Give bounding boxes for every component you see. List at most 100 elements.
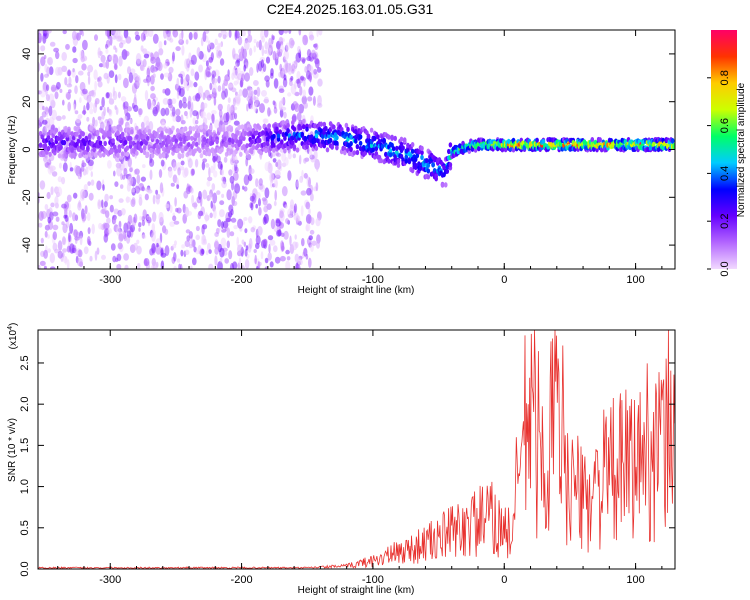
heatmap-ridge-cell xyxy=(420,145,424,151)
heatmap-noise-cell xyxy=(105,30,110,37)
heatmap-noise-cell xyxy=(126,183,131,192)
heatmap-noise-cell xyxy=(291,63,296,72)
heatmap-ridge-cell xyxy=(101,152,106,158)
heatmap-noise-cell xyxy=(243,186,248,192)
heatmap-ridge-cell xyxy=(228,137,232,143)
heatmap-noise-cell xyxy=(278,30,284,36)
heatmap-noise-cell xyxy=(81,213,87,222)
heatmap-ridge-cell xyxy=(94,152,98,158)
heatmap-noise-cell xyxy=(259,103,265,114)
heatmap-ridge-cell xyxy=(67,128,71,134)
heatmap-noise-cell xyxy=(133,242,138,251)
heatmap-ridge-cell xyxy=(391,146,396,152)
heatmap-noise-cell xyxy=(88,192,94,201)
heatmap-noise-cell xyxy=(264,49,268,55)
heatmap-ridge-cell xyxy=(404,158,409,164)
heatmap-noise-cell xyxy=(180,160,185,166)
heatmap-noise-cell xyxy=(97,50,104,56)
heatmap-noise-cell xyxy=(116,35,122,42)
heatmap-ridge-cell xyxy=(243,130,248,136)
heatmap-noise-cell xyxy=(105,92,110,99)
heatmap-noise-cell xyxy=(261,90,267,97)
heatmap-noise-cell xyxy=(213,96,217,106)
heatmap-noise-cell xyxy=(241,30,246,37)
heatmap-ridge-cell xyxy=(281,120,286,126)
heatmap-noise-cell xyxy=(264,161,270,172)
heatmap-noise-cell xyxy=(288,30,292,34)
heatmap-noise-cell xyxy=(260,59,264,68)
heatmap-ridge-cell xyxy=(92,147,96,153)
heatmap-noise-cell xyxy=(114,64,118,70)
heatmap-noise-cell xyxy=(261,45,265,57)
heatmap-noise-cell xyxy=(308,216,311,225)
heatmap-noise-cell xyxy=(72,46,77,53)
heatmap-ridge-cell xyxy=(95,129,100,135)
heatmap-noise-cell xyxy=(208,57,214,63)
heatmap-noise-cell xyxy=(152,106,158,117)
heatmap-noise-cell xyxy=(310,217,315,226)
heatmap-noise-cell xyxy=(273,78,279,89)
heatmap-noise-cell xyxy=(287,152,292,160)
heatmap-noise-cell xyxy=(42,119,48,125)
heatmap-noise-cell xyxy=(57,240,63,251)
heatmap-noise-cell xyxy=(309,229,315,235)
heatmap-noise-cell xyxy=(233,225,238,230)
heatmap-noise-cell xyxy=(179,263,183,269)
heatmap-noise-cell xyxy=(151,231,156,242)
heatmap-noise-cell xyxy=(243,174,250,186)
heatmap-ridge-cell xyxy=(262,141,267,147)
heatmap-noise-cell xyxy=(97,199,102,210)
heatmap-noise-cell xyxy=(250,227,256,233)
heatmap-noise-cell xyxy=(287,92,292,97)
heatmap-noise-cell xyxy=(264,41,269,50)
heatmap-noise-cell xyxy=(176,258,181,263)
heatmap-noise-cell xyxy=(229,231,235,237)
heatmap-noise-cell xyxy=(38,264,41,269)
heatmap-noise-cell xyxy=(255,203,258,209)
heatmap-ridge-cell xyxy=(275,126,279,132)
heatmap-ridge-cell xyxy=(84,153,89,159)
heatmap-noise-cell xyxy=(97,116,102,121)
heatmap-ridge-cell xyxy=(402,137,407,143)
heatmap-noise-cell xyxy=(244,72,251,82)
heatmap-ridge-cell xyxy=(202,149,207,155)
heatmap-ridge-cell xyxy=(257,137,262,144)
heatmap-noise-cell xyxy=(62,162,68,173)
heatmap-noise-cell xyxy=(40,45,46,52)
heatmap-noise-cell xyxy=(220,30,227,36)
heatmap-noise-cell xyxy=(233,112,238,120)
heatmap-noise-cell xyxy=(81,191,85,200)
heatmap-ridge-cell xyxy=(344,131,349,137)
heatmap-noise-cell xyxy=(221,169,225,176)
heatmap-noise-cell xyxy=(233,53,240,60)
heatmap-noise-cell xyxy=(90,171,94,178)
heatmap-noise-cell xyxy=(221,176,226,182)
heatmap-noise-cell xyxy=(212,78,217,85)
heatmap-noise-cell xyxy=(123,167,128,177)
heatmap-noise-cell xyxy=(309,148,313,159)
heatmap-noise-cell xyxy=(309,34,315,41)
heatmap-noise-cell xyxy=(211,113,215,122)
heatmap-noise-cell xyxy=(289,235,292,246)
heatmap-noise-cell xyxy=(48,105,53,117)
heatmap-noise-cell xyxy=(208,249,212,255)
heatmap-noise-cell xyxy=(52,224,59,231)
y-tick-label: 40 xyxy=(21,48,33,60)
heatmap-noise-cell xyxy=(170,182,175,187)
heatmap-noise-cell xyxy=(113,45,116,50)
heatmap-ridge-cell xyxy=(280,139,284,145)
heatmap-noise-cell xyxy=(117,91,121,99)
heatmap-ridge-cell xyxy=(651,141,656,147)
heatmap-noise-cell xyxy=(232,171,239,181)
heatmap-noise-cell xyxy=(113,53,116,58)
heatmap-ridge-cell xyxy=(130,129,134,135)
heatmap-noise-cell xyxy=(150,93,156,100)
heatmap-ridge-cell xyxy=(65,136,70,142)
heatmap-noise-cell xyxy=(156,242,159,248)
heatmap-ridge-cell xyxy=(369,127,374,133)
heatmap-noise-cell xyxy=(194,71,200,81)
heatmap-noise-cell xyxy=(55,66,61,76)
heatmap-noise-cell xyxy=(233,69,239,79)
heatmap-noise-cell xyxy=(143,258,150,267)
